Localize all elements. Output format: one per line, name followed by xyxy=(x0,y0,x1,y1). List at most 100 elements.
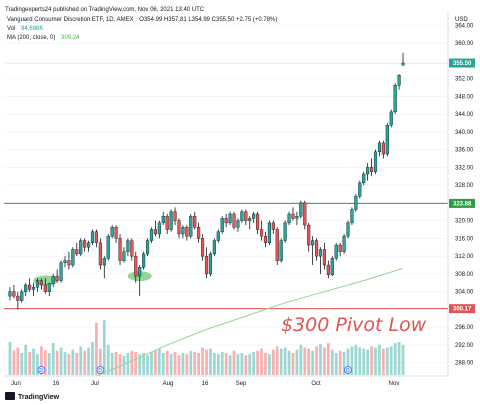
candle xyxy=(208,251,213,277)
candle xyxy=(157,220,161,239)
volume-bar xyxy=(248,354,252,375)
candle xyxy=(200,233,205,261)
dividend-marker-label: D xyxy=(346,368,350,374)
candle-body xyxy=(79,240,83,255)
ma-legend: MA (200, close, 0) 309.24 xyxy=(7,35,80,41)
candle xyxy=(138,265,142,297)
candle-body xyxy=(362,173,366,184)
volume-bar xyxy=(315,346,318,375)
candle xyxy=(393,83,397,115)
volume-bar xyxy=(20,353,24,375)
volume-bar xyxy=(95,322,98,375)
candle xyxy=(271,220,275,234)
candle xyxy=(197,222,201,243)
time-tick-label: Sep xyxy=(236,381,247,387)
price-tick-label: 360.00 xyxy=(455,41,474,47)
volume-bar xyxy=(303,347,307,375)
volume-bar xyxy=(83,350,87,375)
candle xyxy=(31,282,36,297)
candle-body xyxy=(267,222,271,244)
resistance-badge-bg xyxy=(449,198,475,208)
candle xyxy=(256,211,260,234)
candle xyxy=(228,211,232,226)
volume-bar xyxy=(134,351,138,375)
volume-bar xyxy=(75,353,79,375)
candle xyxy=(263,231,268,248)
candle-body xyxy=(208,253,213,275)
candle-body xyxy=(256,213,260,230)
candle-body xyxy=(157,222,161,235)
volume-bar xyxy=(87,347,90,375)
candle-body xyxy=(338,244,342,252)
volume-bar xyxy=(43,350,47,375)
candle-body xyxy=(20,291,24,301)
candle-body xyxy=(47,283,51,292)
publisher-line: Tradingexperts24 published on TradingVie… xyxy=(5,7,205,13)
volume-bar xyxy=(12,350,16,375)
volume-bar xyxy=(389,346,393,375)
candle-body xyxy=(94,231,99,244)
candle-body xyxy=(102,258,106,266)
volume-bar xyxy=(173,351,177,375)
last-price-badge: 355.50 xyxy=(449,58,475,68)
volume-value: 94.698K xyxy=(21,26,43,32)
candle-body xyxy=(197,227,201,239)
volume-bar xyxy=(185,354,189,375)
candle-body xyxy=(35,280,40,288)
candle xyxy=(259,220,264,241)
candle-body xyxy=(28,284,32,290)
candle xyxy=(87,240,91,252)
candle xyxy=(110,225,114,239)
candle-body xyxy=(393,85,397,113)
volume-bar xyxy=(256,350,259,375)
dividend-marker-label: D xyxy=(98,368,102,374)
candle xyxy=(28,278,32,292)
candle xyxy=(12,285,16,299)
volume-bar xyxy=(275,346,279,375)
time-tick-label: Aug xyxy=(163,381,174,387)
candle-body xyxy=(314,240,319,257)
volume-bar xyxy=(393,343,397,375)
time-axis-ticks: Jun 16 Jul Aug 16 Sep Oct Nov xyxy=(11,381,399,387)
candle-body xyxy=(318,249,323,257)
candle xyxy=(342,233,346,254)
volume-bar xyxy=(366,349,370,375)
candle xyxy=(98,238,102,270)
volume-bars xyxy=(8,320,405,375)
candle xyxy=(377,140,382,157)
candle-body xyxy=(114,227,118,239)
candle xyxy=(267,220,271,246)
volume-bar xyxy=(161,353,165,375)
candle-body xyxy=(334,244,338,259)
candle-body xyxy=(161,215,165,224)
candle-body xyxy=(381,142,385,155)
candle xyxy=(161,211,165,226)
volume-bar xyxy=(291,353,295,375)
candle-body xyxy=(322,249,326,266)
candle-body xyxy=(216,231,220,241)
volume-bar xyxy=(189,350,193,375)
volume-bar xyxy=(236,354,240,375)
volume-bar xyxy=(311,350,315,375)
volume-bar xyxy=(338,350,342,375)
candle-body xyxy=(98,242,102,266)
candle-body xyxy=(12,291,16,297)
candle xyxy=(43,278,47,294)
volume-bar xyxy=(91,342,94,375)
volume-bar xyxy=(169,354,173,375)
candle-body xyxy=(401,62,405,66)
last-price-badge-bg xyxy=(449,58,475,68)
candle xyxy=(283,220,287,243)
candle-body xyxy=(224,218,228,224)
candle xyxy=(189,213,193,239)
volume-bar xyxy=(118,354,122,375)
candle xyxy=(318,247,323,274)
volume-bar xyxy=(8,342,12,375)
candle xyxy=(244,209,248,226)
candle-body xyxy=(130,240,134,257)
volume-bar xyxy=(319,344,322,375)
candle-body xyxy=(397,75,401,86)
highlight-ellipses xyxy=(33,271,152,286)
candle xyxy=(118,233,122,266)
resistance-badge: 323.88 xyxy=(449,198,475,208)
